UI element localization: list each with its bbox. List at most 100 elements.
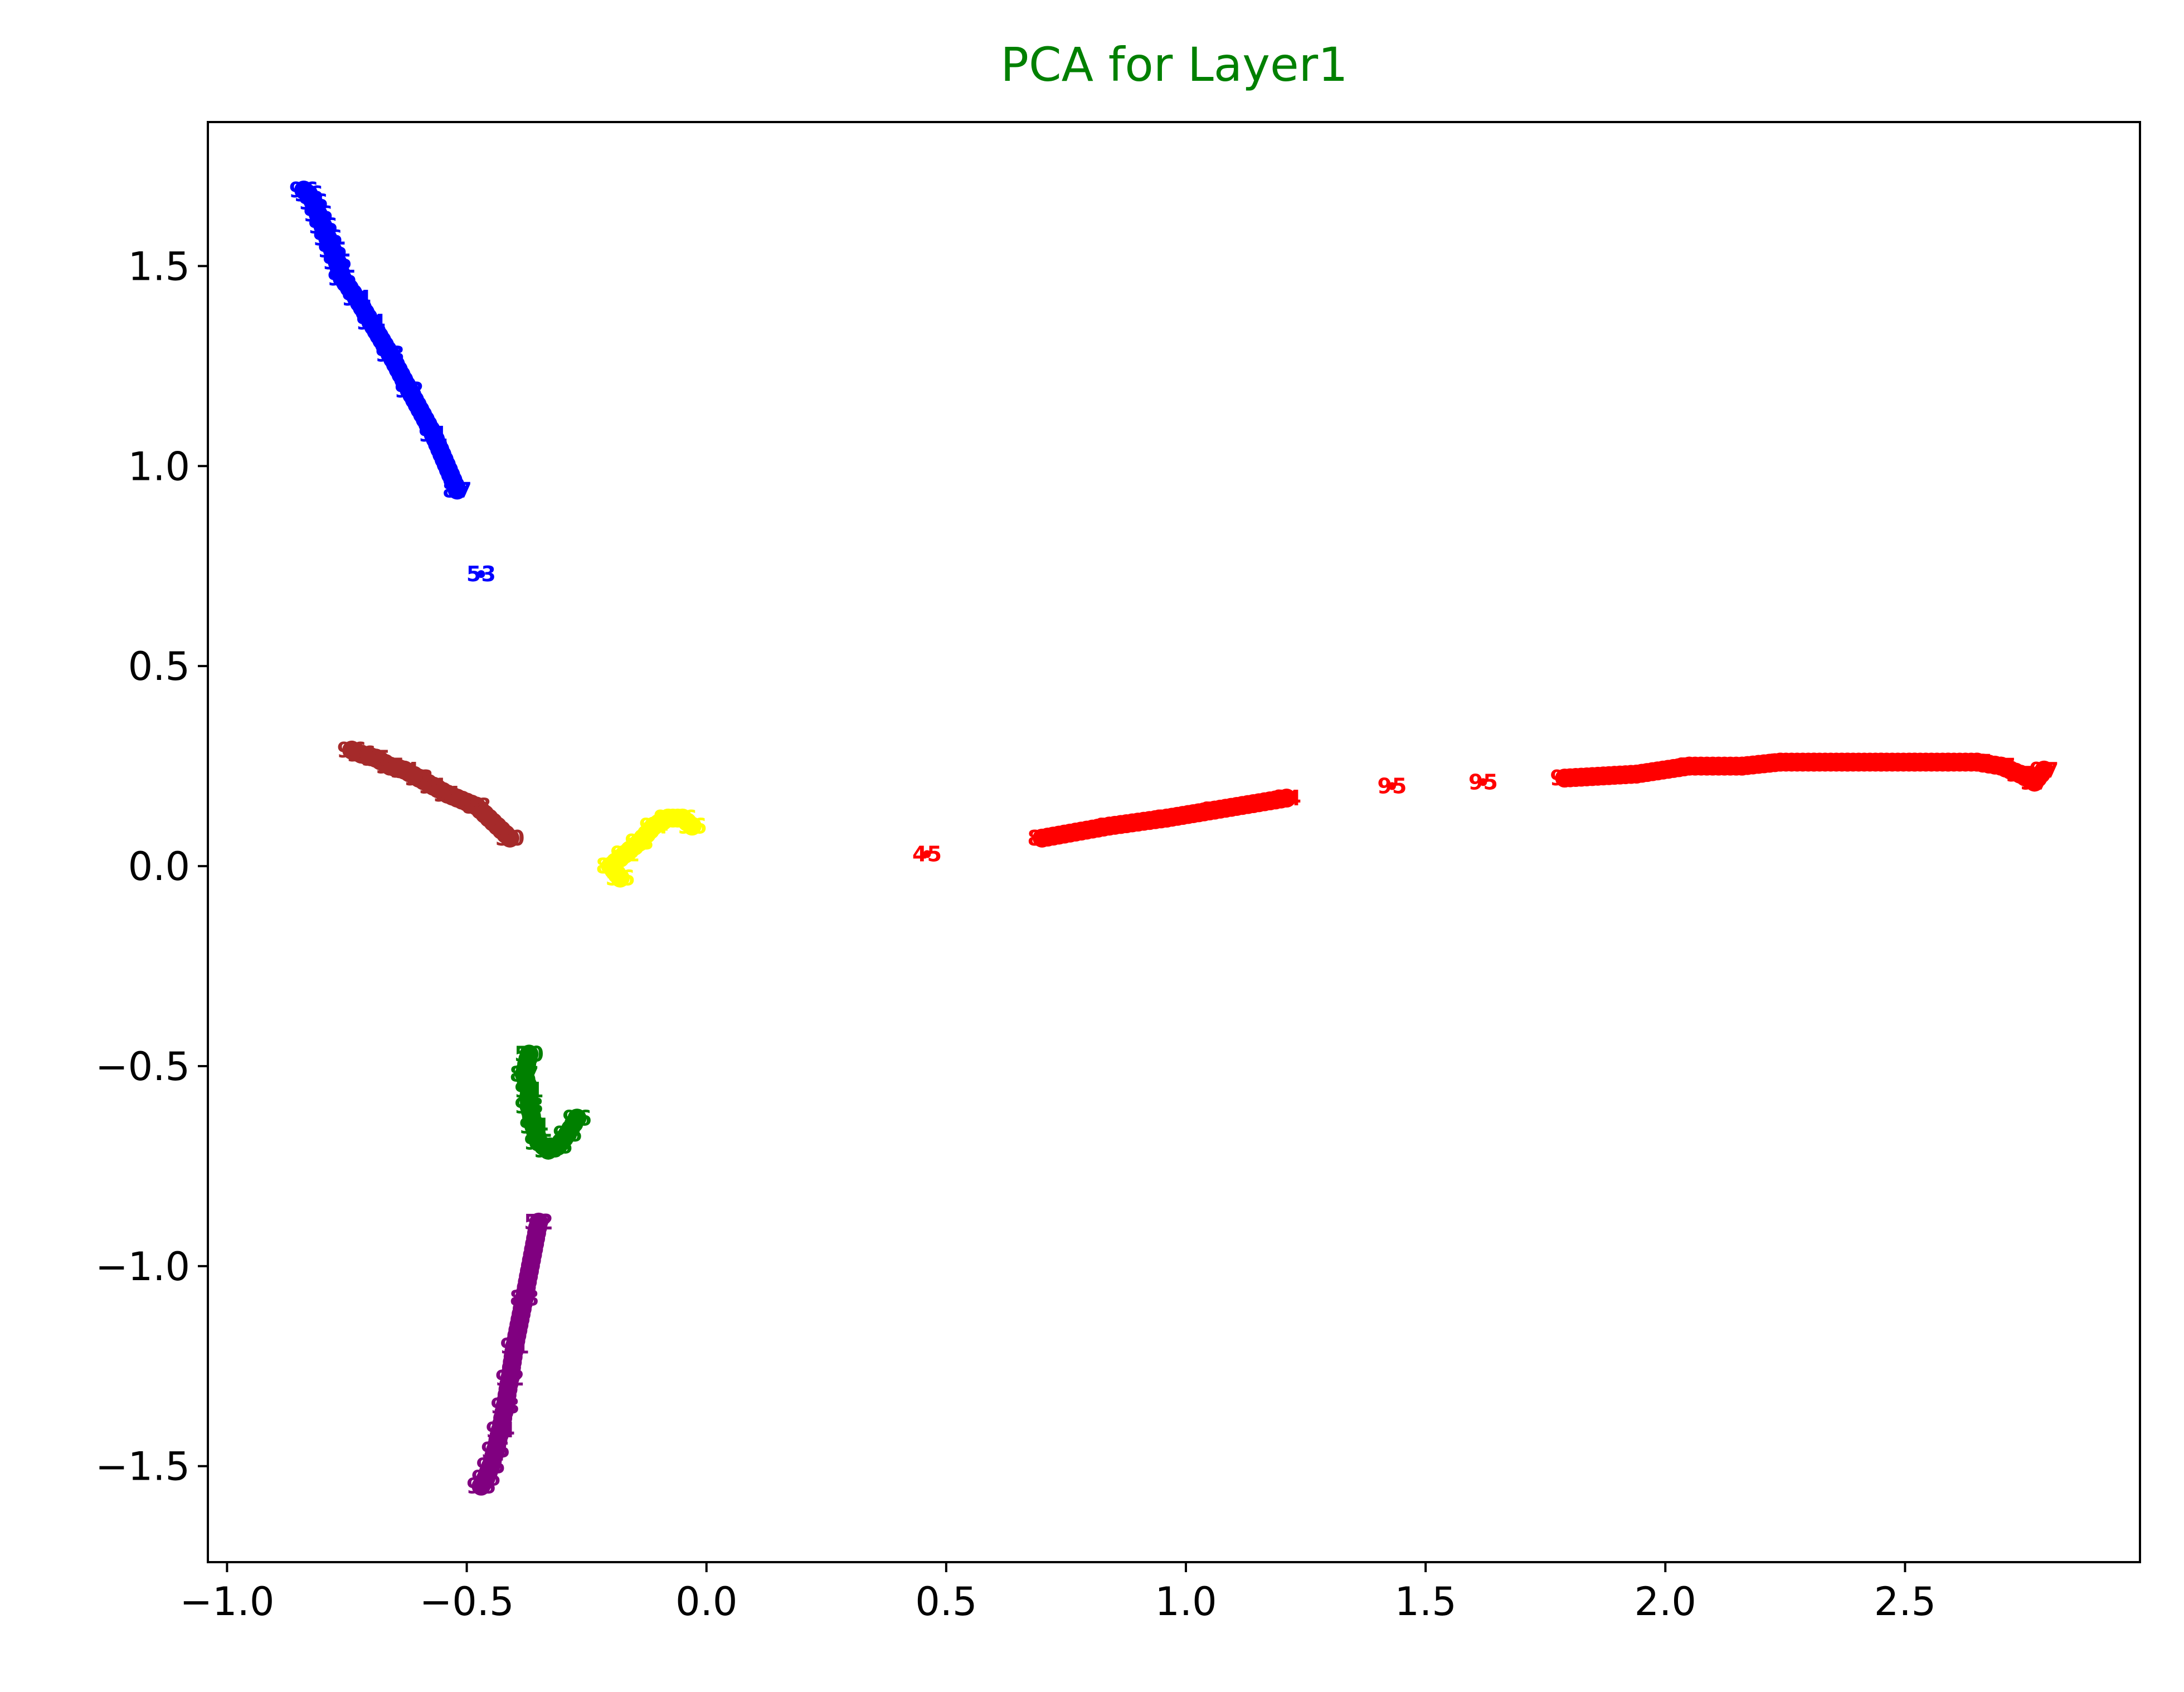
point-label: 97 <box>1962 750 1992 774</box>
x-tick-label: 2.0 <box>1635 1579 1696 1625</box>
scatter-point <box>616 874 624 882</box>
scatter-point <box>520 1294 528 1302</box>
point-label: 94 <box>1272 786 1301 810</box>
scatter-point <box>510 1342 519 1350</box>
scatter-point <box>923 850 931 858</box>
y-tick-label: 1.0 <box>128 444 190 489</box>
point-label: 97 <box>1933 750 1963 774</box>
point-label: 93 <box>490 1394 520 1418</box>
point-label: 91 <box>433 782 463 806</box>
scatter-point <box>386 350 394 358</box>
point-label: 87 <box>509 1062 539 1086</box>
point-label: 91 <box>1095 814 1124 838</box>
point-label: 96 <box>466 1474 496 1499</box>
point-label: 92 <box>395 378 424 402</box>
scatter-point <box>1210 806 1219 814</box>
scatter-point <box>352 294 361 302</box>
point-label: 93 <box>404 766 434 790</box>
scatter-point <box>367 318 375 326</box>
scatter-point <box>1910 758 1919 766</box>
scatter-point <box>534 1138 543 1146</box>
scatter-point <box>333 258 342 266</box>
point-label: 94 <box>519 1114 549 1139</box>
point-label: 92 <box>495 1366 525 1390</box>
scatter-point <box>505 1374 514 1382</box>
scatter-point <box>487 1462 495 1470</box>
scatter-point <box>400 766 408 774</box>
point-label: 97 <box>1986 754 2016 779</box>
point-label: 96 <box>337 738 367 762</box>
scatter-point <box>534 1218 543 1226</box>
scatter-point <box>501 1402 509 1411</box>
scatter-point <box>1560 774 1569 782</box>
scatter-point <box>530 1122 538 1130</box>
point-label: 95 <box>361 746 391 770</box>
point-label: 97 <box>1799 750 1829 774</box>
scatter-point <box>525 1102 533 1110</box>
point-label: 91 <box>419 422 448 446</box>
scatter-point <box>1632 770 1641 778</box>
scatter-point <box>1843 758 1852 766</box>
point-label: 97 <box>1900 750 1929 774</box>
scatter-points: 5387919293949495959596969696969650889191… <box>289 178 2059 1499</box>
point-label: 91 <box>419 774 448 799</box>
scatter-point <box>1038 834 1046 842</box>
scatter-point <box>496 1426 504 1435</box>
scatter-point <box>429 430 437 438</box>
x-axis: −1.0 −0.5 0.0 0.5 1.0 1.5 2.0 2.5 <box>179 1562 1936 1625</box>
scatter-point <box>309 198 318 206</box>
scatter-point <box>1105 822 1113 830</box>
point-label: 91 <box>500 1334 529 1358</box>
point-label: 96 <box>308 214 338 239</box>
point-label: 96 <box>294 182 323 206</box>
scatter-point <box>348 746 356 754</box>
point-label: 52 <box>524 1210 553 1234</box>
y-tick-label: 0.5 <box>128 644 190 689</box>
scatter-point <box>1282 794 1291 803</box>
point-label: 95 <box>653 806 683 830</box>
scatter-point <box>2016 770 2024 778</box>
scatter-point <box>338 274 346 282</box>
point-label: 95 <box>318 238 347 262</box>
point-label: 94 <box>342 286 371 310</box>
point-label: 87 <box>442 478 472 502</box>
point-label: 96 <box>347 742 376 766</box>
scatter-point <box>1388 782 1396 790</box>
point-label: 53 <box>466 562 496 586</box>
scatter-point <box>1479 778 1487 786</box>
scatter-point <box>606 862 615 871</box>
scatter-point <box>650 822 658 830</box>
point-label: 95 <box>476 1454 505 1479</box>
scatter-point <box>1810 758 1818 766</box>
point-label: 92 <box>1152 806 1181 830</box>
point-label: 45 <box>912 842 942 867</box>
point-label: 94 <box>390 758 419 782</box>
scatter-point <box>1973 758 1981 766</box>
point-label: 50 <box>514 1042 544 1066</box>
scatter-point <box>1776 758 1784 766</box>
x-tick-label: 0.0 <box>675 1579 737 1625</box>
point-label: 88 <box>461 794 491 818</box>
point-label: 97 <box>1866 750 1896 774</box>
point-label: 95 <box>533 1138 563 1163</box>
point-label: 93 <box>514 1094 544 1119</box>
point-label: 97 <box>1833 750 1862 774</box>
y-axis: −1.5 −1.0 −0.5 0.0 0.5 1.0 1.5 <box>95 244 208 1490</box>
scatter-point <box>2030 778 2039 786</box>
point-label: 94 <box>356 310 386 334</box>
scatter-point <box>1997 762 2005 770</box>
point-label: 88 <box>509 1286 539 1310</box>
x-tick-label: 2.5 <box>1874 1579 1936 1625</box>
scatter-point <box>525 1050 533 1058</box>
scatter-point <box>328 246 337 254</box>
scatter-point <box>1877 758 1885 766</box>
scatter-point <box>635 838 644 846</box>
scatter-point <box>429 782 437 790</box>
scatter-point <box>300 186 308 195</box>
